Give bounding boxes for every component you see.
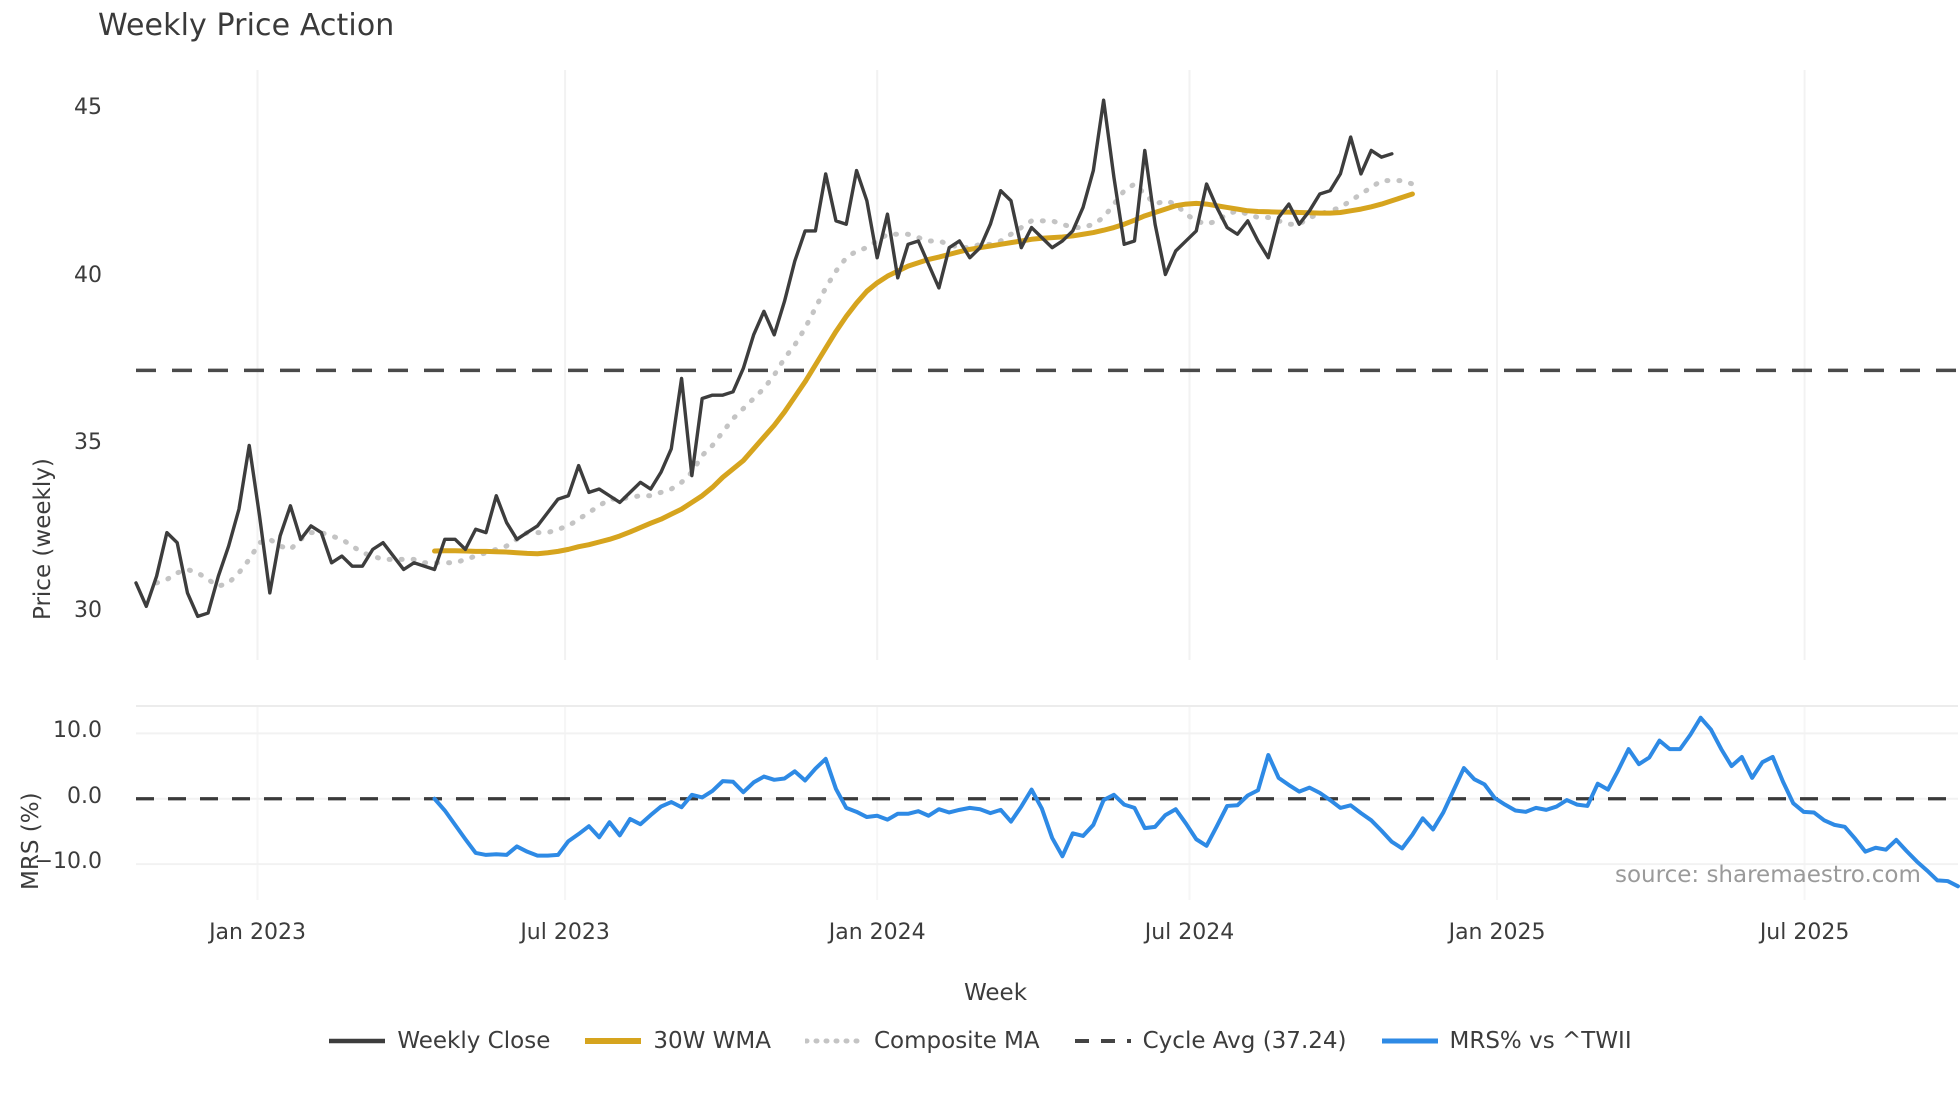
legend-label: MRS% vs ^TWII [1449, 1028, 1632, 1054]
upper-panel-series [134, 98, 1415, 619]
x-tick-jan-2023: Jan 2023 [209, 920, 306, 945]
legend-swatch-icon-4 [1381, 1033, 1439, 1049]
legend-item-30w-wma[interactable]: 30W WMA [584, 1028, 771, 1054]
legend-item-mrs-vs-twii[interactable]: MRS% vs ^TWII [1381, 1028, 1632, 1054]
legend-label: Composite MA [873, 1028, 1040, 1054]
series-line-composite-ma [154, 178, 1415, 589]
legend-swatch-icon-1 [584, 1033, 642, 1049]
y-tick-price-35: 35 [74, 430, 102, 456]
x-tick-jul-2023: Jul 2023 [520, 920, 610, 945]
x-tick-jul-2025: Jul 2025 [1759, 920, 1850, 945]
legend-label: Weekly Close [397, 1028, 551, 1054]
legend-item-cycle-avg-37-24[interactable]: Cycle Avg (37.24) [1074, 1028, 1347, 1054]
y-axis-title-price: Price (weekly) [30, 458, 56, 620]
legend-item-composite-ma[interactable]: Composite MA [803, 1028, 1040, 1054]
legend-item-weekly-close[interactable]: Weekly Close [328, 1028, 550, 1054]
legend-swatch-icon-3 [1074, 1033, 1132, 1049]
legend-label: Cycle Avg (37.24) [1142, 1028, 1347, 1054]
source-watermark: source: sharemaestro.com [1615, 862, 1921, 888]
x-axis-title-week: Week [964, 980, 1028, 1006]
legend-swatch-icon-2 [803, 1033, 865, 1049]
x-tick-jul-2024: Jul 2024 [1144, 920, 1235, 945]
legend-swatch-icon-0 [328, 1033, 386, 1049]
series-line-weekly-close [134, 98, 1394, 619]
y-tick-price-40: 40 [74, 262, 102, 288]
page-title: Weekly Price Action [98, 8, 395, 43]
y-tick-mrs-2: 10.0 [53, 718, 102, 744]
chart-legend: Weekly Close 30W WMA Composite MA Cycle Avg… [0, 1028, 1960, 1054]
y-tick-mrs-1: 0.0 [67, 783, 102, 809]
y-tick-price-45: 45 [74, 95, 102, 121]
y-tick-mrs-0: −10.0 [34, 849, 102, 875]
gridlines [136, 70, 1958, 900]
x-tick-jan-2025: Jan 2025 [1448, 920, 1546, 945]
lower-panel-series [432, 715, 1960, 889]
x-tick-jan-2024: Jan 2024 [828, 920, 926, 945]
series-line-30w-wma [432, 191, 1415, 557]
series-line-mrs [432, 715, 1960, 889]
legend-label: 30W WMA [653, 1028, 771, 1054]
y-tick-price-30: 30 [74, 598, 102, 624]
